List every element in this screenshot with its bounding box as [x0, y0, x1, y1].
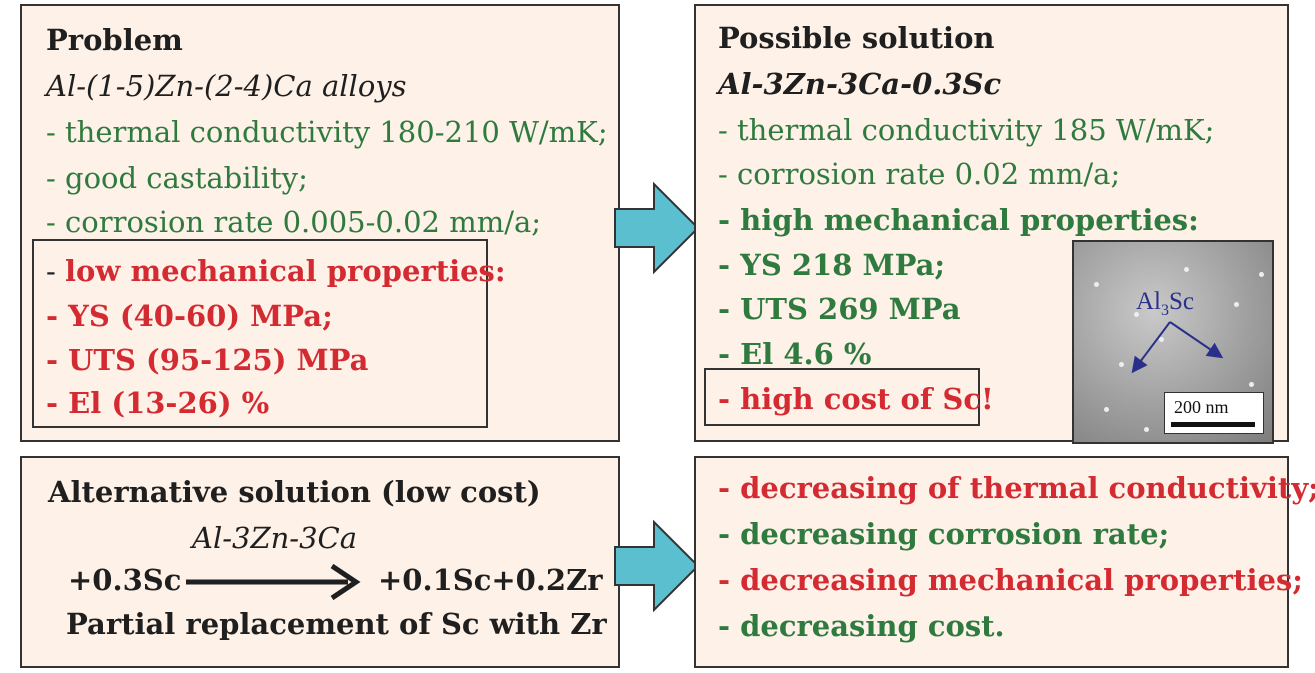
- outcomes-box: - decreasing of thermal conductivity; - …: [694, 456, 1315, 668]
- possible-title: Possible solution: [718, 21, 995, 55]
- micrograph-image: Al3Sc 200 nm: [1072, 240, 1274, 444]
- low-mechanical-properties-box: - low mechanical properties: - YS (40-60…: [32, 239, 506, 428]
- alternative-alloy: Al-3Zn-3Ca: [192, 521, 358, 555]
- mech-item: - UTS (95-125) MPa: [46, 343, 369, 377]
- possible-item: - corrosion rate 0.02 mm/a;: [718, 157, 1121, 191]
- outcome-item: - decreasing mechanical properties;: [718, 563, 1303, 597]
- pointer-arrows-icon: [1131, 321, 1224, 374]
- scale-bar-label: 200 nm: [1174, 397, 1229, 417]
- mech-item: - YS (40-60) MPa;: [46, 299, 333, 333]
- possible-item: - thermal conductivity 185 W/mK;: [718, 113, 1215, 147]
- reaction-arrow-icon: [186, 563, 361, 601]
- problem-item: - good castability;: [46, 161, 308, 195]
- problem-item: - thermal conductivity 180-210 W/mK;: [46, 115, 608, 149]
- possible-solution-box: Possible solution Al-3Zn-3Ca-0.3Sc - the…: [694, 4, 1289, 444]
- problem-item: - corrosion rate 0.005-0.02 mm/a;: [46, 205, 542, 239]
- problem-title: Problem: [46, 23, 183, 57]
- high-cost-box: - high cost of Sc!: [704, 368, 994, 426]
- possible-alloy: Al-3Zn-3Ca-0.3Sc: [718, 67, 1002, 101]
- problem-alloy: Al-(1-5)Zn-(2-4)Ca alloys: [46, 69, 407, 103]
- possible-mech-item: - El 4.6 %: [718, 337, 872, 371]
- low-mech-prefix: -: [46, 254, 66, 288]
- alternative-title: Alternative solution (low cost): [48, 475, 541, 509]
- outcome-item: - decreasing cost.: [718, 609, 1005, 643]
- alternative-from: +0.3Sc: [68, 563, 182, 597]
- possible-mech-item: - YS 218 MPa;: [718, 248, 946, 282]
- scale-bar-line: [1171, 422, 1255, 427]
- alternative-caption: Partial replacement of Sc with Zr: [66, 607, 607, 641]
- problem-box: Problem Al-(1-5)Zn-(2-4)Ca alloys - ther…: [20, 4, 620, 442]
- low-mech-text: low mechanical properties:: [65, 254, 506, 288]
- alternative-to: +0.1Sc+0.2Zr: [378, 563, 603, 597]
- right-arrow-icon: [614, 181, 700, 275]
- outcome-item: - decreasing of thermal conductivity;: [718, 471, 1315, 505]
- possible-mech-item: - high mechanical properties:: [718, 203, 1199, 237]
- right-arrow-icon: [614, 519, 700, 613]
- alternative-solution-box: Alternative solution (low cost) Al-3Zn-3…: [20, 456, 620, 668]
- outcome-item: - decreasing corrosion rate;: [718, 517, 1170, 551]
- mech-item: - El (13-26) %: [46, 386, 270, 420]
- low-mech-heading: - low mechanical properties:: [46, 255, 506, 287]
- high-cost-note: - high cost of Sc!: [718, 382, 994, 416]
- al3sc-label: Al3Sc: [1136, 288, 1194, 319]
- scale-bar-box: 200 nm: [1164, 392, 1264, 434]
- possible-mech-item: - UTS 269 MPa: [718, 292, 961, 326]
